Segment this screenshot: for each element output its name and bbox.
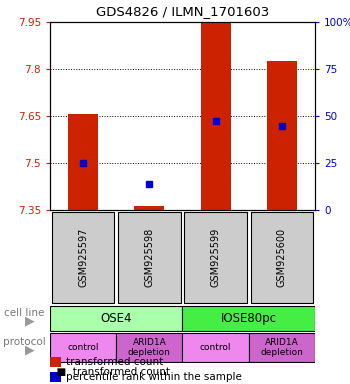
- Bar: [50, 333, 116, 362]
- Bar: [68, 114, 98, 210]
- Bar: [249, 333, 315, 362]
- Title: GDS4826 / ILMN_1701603: GDS4826 / ILMN_1701603: [96, 5, 269, 18]
- Text: IOSE80pc: IOSE80pc: [221, 312, 277, 325]
- Text: ▶: ▶: [25, 314, 35, 327]
- Bar: [134, 206, 164, 210]
- Text: control: control: [67, 343, 99, 352]
- Text: GSM925597: GSM925597: [78, 228, 88, 287]
- Text: ■  transformed count: ■ transformed count: [50, 367, 170, 377]
- Bar: [50, 356, 61, 367]
- Text: ARID1A
depletion: ARID1A depletion: [260, 338, 303, 357]
- Bar: [182, 306, 315, 331]
- Bar: [182, 333, 249, 362]
- Text: protocol: protocol: [4, 337, 46, 347]
- Bar: [52, 212, 114, 303]
- Text: ARID1A
depletion: ARID1A depletion: [128, 338, 171, 357]
- Text: GSM925600: GSM925600: [277, 228, 287, 287]
- Bar: [267, 61, 297, 210]
- Bar: [118, 212, 181, 303]
- Bar: [251, 212, 313, 303]
- Text: control: control: [200, 343, 231, 352]
- Bar: [50, 372, 61, 382]
- Bar: [50, 306, 182, 331]
- Text: ▶: ▶: [25, 343, 35, 356]
- Text: percentile rank within the sample: percentile rank within the sample: [66, 372, 242, 382]
- Text: cell line: cell line: [4, 308, 44, 318]
- Bar: [116, 333, 182, 362]
- Text: transformed count: transformed count: [66, 357, 163, 367]
- Text: GSM925599: GSM925599: [211, 228, 220, 287]
- Bar: [184, 212, 247, 303]
- Bar: [201, 22, 231, 210]
- Text: GSM925598: GSM925598: [144, 228, 154, 287]
- Text: OSE4: OSE4: [100, 312, 132, 325]
